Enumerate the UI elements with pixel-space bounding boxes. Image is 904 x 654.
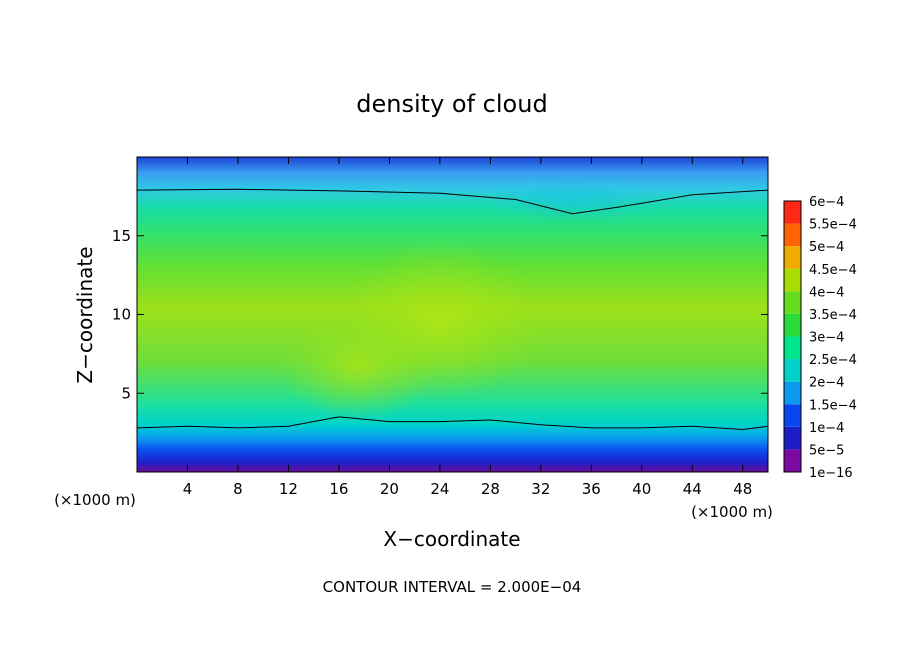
x-tick-label: 28 xyxy=(481,480,500,498)
colorbar-label: 5e−4 xyxy=(809,240,844,255)
colorbar: 1e−16 5e−5 1e−4 1.5e−4 2e−4 2.5e−4 3e−4 3.5e−4 4… xyxy=(783,195,857,481)
colorbar-frame xyxy=(783,200,802,473)
x-tick-label: 36 xyxy=(582,480,601,498)
colorbar-swatch xyxy=(784,291,801,314)
x-tick-label: 16 xyxy=(329,480,348,498)
colorbar-label: 5.5e−4 xyxy=(809,218,857,233)
colorbar-label: 4.5e−4 xyxy=(809,263,857,278)
x-axis-unit: (×1000 m) xyxy=(691,503,773,521)
y-tick-label: 10 xyxy=(112,306,131,324)
colorbar-swatch xyxy=(784,201,801,224)
colorbar-label: 3e−4 xyxy=(809,331,844,346)
colorbar-label: 1e−16 xyxy=(809,466,853,481)
colorbar-swatch xyxy=(784,426,801,450)
y-axis-unit: (×1000 m) xyxy=(54,491,136,509)
colorbar-label: 2.5e−4 xyxy=(809,353,857,368)
colorbar-swatch xyxy=(784,313,801,337)
colorbar-label: 4e−4 xyxy=(809,285,844,300)
y-axis-label: Z−coordinate xyxy=(73,246,97,383)
x-tick-label: 8 xyxy=(233,480,243,498)
cloud-plume-right xyxy=(334,240,545,401)
colorbar-swatch xyxy=(784,381,801,405)
contour-line xyxy=(137,188,768,215)
colorbar-swatch xyxy=(784,404,801,427)
x-tick-label: 32 xyxy=(531,480,550,498)
contour-lines xyxy=(137,188,768,431)
x-tick-label: 4 xyxy=(183,480,193,498)
x-tick-label: 44 xyxy=(683,480,702,498)
y-tick-label: 5 xyxy=(121,384,131,402)
contour-line xyxy=(137,416,768,431)
colorbar-label: 1e−4 xyxy=(809,421,844,436)
x-tick-label: 20 xyxy=(380,480,399,498)
chart-title: density of cloud xyxy=(356,90,547,118)
x-tick-label: 48 xyxy=(733,480,752,498)
x-tick-label: 12 xyxy=(279,480,298,498)
y-axis: 5 10 15 xyxy=(112,227,768,402)
colorbar-swatch xyxy=(784,449,801,472)
colorbar-label: 2e−4 xyxy=(809,376,844,391)
colorbar-label: 6e−4 xyxy=(809,195,844,210)
colorbar-swatch xyxy=(784,336,801,360)
y-tick-label: 15 xyxy=(112,227,131,245)
x-tick-label: 24 xyxy=(430,480,449,498)
x-axis-label: X−coordinate xyxy=(383,527,520,551)
colorbar-swatch xyxy=(784,246,801,269)
upper-dip-region xyxy=(482,177,663,222)
x-tick-label: 40 xyxy=(632,480,651,498)
colorbar-swatch xyxy=(784,223,801,247)
colorbar-swatch xyxy=(784,359,801,382)
x-axis: 4 8 12 16 20 24 28 32 36 40 44 48 xyxy=(183,157,752,498)
colorbar-label: 5e−5 xyxy=(809,443,844,458)
plot-area xyxy=(137,157,768,472)
colorbar-label: 3.5e−4 xyxy=(809,308,857,323)
contour-interval-note: CONTOUR INTERVAL = 2.000E−04 xyxy=(323,578,582,596)
colorbar-label: 1.5e−4 xyxy=(809,398,857,413)
colorbar-swatch xyxy=(784,268,801,292)
